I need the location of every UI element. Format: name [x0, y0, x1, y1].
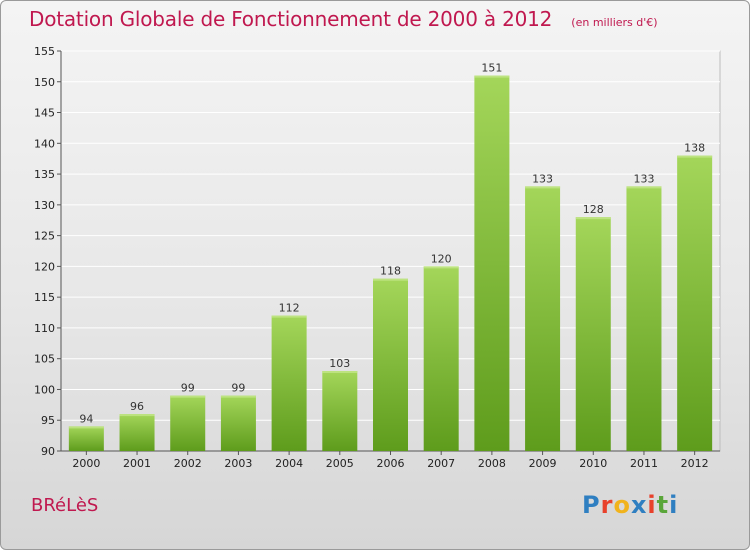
- y-tick-label: 115: [34, 291, 55, 304]
- bar-top-highlight: [373, 278, 408, 281]
- x-tick-label: 2004: [275, 457, 303, 470]
- bar-2008[interactable]: [474, 75, 510, 451]
- bar-2007[interactable]: [423, 266, 459, 451]
- proxiti-logo[interactable]: Proxiti: [582, 491, 678, 519]
- bar-top-highlight: [271, 315, 307, 318]
- y-tick-label: 140: [34, 137, 55, 150]
- x-tick-label: 2003: [224, 457, 252, 470]
- bar-2003[interactable]: [220, 395, 256, 451]
- y-tick-label: 110: [34, 322, 55, 335]
- bar-value-label: 118: [380, 265, 401, 278]
- y-tick-label: 155: [34, 45, 55, 58]
- x-tick-label: 2007: [427, 457, 455, 470]
- bar-value-label: 120: [431, 252, 452, 265]
- title-row: Dotation Globale de Fonctionnement de 20…: [29, 7, 658, 31]
- chart-title: Dotation Globale de Fonctionnement de 20…: [29, 7, 553, 31]
- bar-value-label: 103: [329, 357, 350, 370]
- logo-letter: i: [647, 491, 657, 519]
- x-tick-label: 2002: [174, 457, 202, 470]
- x-tick-label: 2011: [630, 457, 658, 470]
- bar-value-label: 94: [79, 412, 93, 425]
- y-tick-label: 135: [34, 168, 55, 181]
- y-tick-label: 130: [34, 199, 55, 212]
- y-tick-label: 90: [41, 445, 55, 458]
- logo-letter: r: [600, 491, 614, 519]
- commune-name: BRéLèS: [31, 495, 99, 516]
- bar-2000[interactable]: [68, 426, 104, 451]
- bar-2009[interactable]: [525, 186, 561, 451]
- x-tick-label: 2005: [326, 457, 354, 470]
- x-tick-label: 2010: [579, 457, 607, 470]
- bar-top-highlight: [423, 266, 459, 269]
- y-tick-label: 100: [34, 383, 55, 396]
- y-tick-label: 105: [34, 353, 55, 366]
- bar-value-label: 128: [583, 203, 604, 216]
- x-tick-label: 2006: [377, 457, 405, 470]
- x-tick-label: 2009: [529, 457, 557, 470]
- x-tick-label: 2012: [681, 457, 709, 470]
- label-layer: 94 96 99 99 112 103 118 120 151 133 128 133 138: [79, 62, 705, 426]
- bar-top-highlight: [322, 371, 358, 373]
- bar-2001[interactable]: [119, 414, 155, 451]
- logo-letter: o: [613, 491, 631, 519]
- bar-value-label: 96: [130, 400, 144, 413]
- bar-top-highlight: [119, 414, 155, 417]
- bar-value-label: 112: [279, 302, 300, 315]
- bar-value-label: 99: [181, 382, 195, 395]
- bar-top-highlight: [626, 186, 662, 189]
- bar-2011[interactable]: [626, 186, 662, 451]
- y-tick-label: 150: [34, 76, 55, 89]
- y-tick-label: 145: [34, 107, 55, 120]
- bar-value-label: 151: [481, 62, 502, 75]
- bar-top-highlight: [220, 395, 256, 398]
- bar-2010[interactable]: [575, 217, 611, 451]
- bar-top-highlight: [677, 155, 713, 158]
- chart-subtitle: (en milliers d'€): [571, 16, 658, 29]
- bar-value-label: 138: [684, 142, 705, 155]
- axis-layer: 90 95 100 105 110 115 120 125 130 135 140 145 150 155…: [34, 45, 720, 470]
- bar-2004[interactable]: [271, 315, 307, 451]
- bar-value-label: 99: [231, 382, 245, 395]
- logo-letter: i: [669, 491, 679, 519]
- bar-value-label: 133: [633, 172, 654, 185]
- bar-2006[interactable]: [373, 278, 408, 451]
- bar-2005[interactable]: [322, 371, 358, 451]
- bar-layer: [68, 75, 713, 451]
- logo-letter: x: [630, 491, 648, 519]
- bar-top-highlight: [525, 186, 561, 189]
- bar-2002[interactable]: [170, 395, 206, 451]
- x-tick-label: 2000: [72, 457, 100, 470]
- x-tick-label: 2008: [478, 457, 506, 470]
- y-tick-label: 120: [34, 260, 55, 273]
- logo-letter: t: [656, 491, 670, 519]
- bar-top-highlight: [474, 75, 510, 78]
- logo-letter: P: [582, 491, 601, 519]
- bar-value-label: 133: [532, 172, 553, 185]
- x-tick-label: 2001: [123, 457, 151, 470]
- y-tick-label: 125: [34, 230, 55, 243]
- bar-top-highlight: [68, 426, 104, 429]
- bar-top-highlight: [170, 395, 206, 398]
- y-tick-label: 95: [41, 414, 55, 427]
- bar-2012[interactable]: [677, 155, 713, 451]
- bar-top-highlight: [575, 217, 611, 220]
